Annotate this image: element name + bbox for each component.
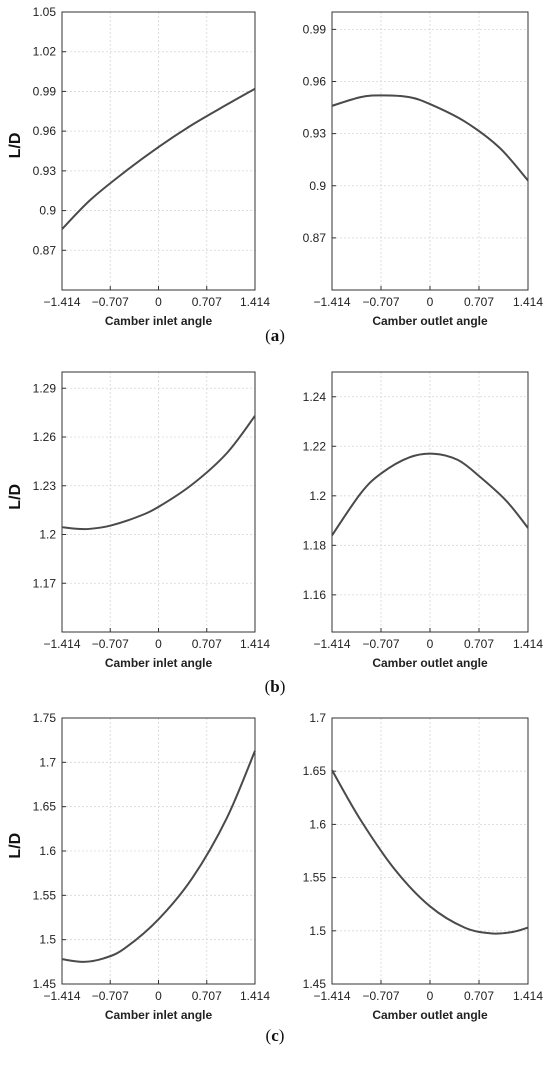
y-tick-label: 1.05 (33, 5, 57, 19)
chart-a-inlet: −1.414 −0.707 0 0.707 1.414 0.87 0.9 0.93 0.96 0.… (7, 5, 270, 328)
series-line (331, 452, 529, 536)
plot-frame (331, 717, 529, 985)
y-tick-label: 0.87 (33, 243, 57, 257)
x-tick-label: 0 (155, 295, 162, 309)
plot-frame (61, 371, 256, 633)
y-tick-label: 1.24 (303, 390, 327, 404)
x-tick-label: −1.414 (313, 295, 350, 309)
x-tick-label: 0 (427, 989, 434, 1003)
x-tick-label: −1.414 (43, 295, 80, 309)
y-tick-label: 1.23 (33, 479, 57, 493)
y-tick-label: 0.9 (39, 204, 56, 218)
y-tick-label: 1.7 (39, 755, 56, 769)
x-tick-label: −1.414 (43, 637, 80, 651)
x-axis-label: Camber inlet angle (105, 656, 213, 670)
x-tick-label: 1.414 (513, 295, 543, 309)
plot-frame (61, 717, 256, 985)
chart-a-outlet: −1.414 −0.707 0 0.707 1.414 0.87 0.9 0.93 0.96 0.… (303, 11, 543, 328)
x-tick-label: −0.707 (92, 637, 129, 651)
x-tick-label: 0.707 (192, 295, 222, 309)
x-tick-label: −0.707 (362, 989, 399, 1003)
y-tick-label: 1.65 (33, 800, 57, 814)
y-tick-label: 1.55 (33, 888, 57, 902)
y-axis-label: L/D (7, 833, 24, 859)
y-axis-label: L/D (7, 484, 24, 510)
y-tick-label: 1.45 (33, 977, 57, 991)
y-tick-label: 0.9 (309, 179, 326, 193)
y-axis-label: L/D (7, 133, 24, 159)
x-tick-label: −1.414 (313, 637, 350, 651)
chart-c-outlet: −1.414 −0.707 0 0.707 1.414 1.45 1.5 1.55 1.6 1.6… (303, 711, 544, 1022)
y-tick-label: 1.45 (303, 977, 327, 991)
x-tick-label: −0.707 (92, 989, 129, 1003)
x-tick-label: 1.414 (240, 989, 270, 1003)
x-tick-label: −1.414 (313, 989, 350, 1003)
chart-c-inlet: −1.414 −0.707 0 0.707 1.414 1.45 1.5 1.55 1.6 1.6… (7, 711, 270, 1022)
y-tick-label: 0.96 (303, 75, 327, 89)
x-axis-label: Camber outlet angle (372, 1008, 488, 1022)
x-tick-label: 0 (155, 989, 162, 1003)
x-tick-label: 0 (427, 637, 434, 651)
series-line (331, 94, 529, 182)
y-tick-label: 1.5 (39, 933, 56, 947)
y-tick-label: 1.2 (309, 489, 326, 503)
x-axis-label: Camber inlet angle (105, 314, 213, 328)
y-tick-label: 0.93 (303, 127, 327, 141)
y-tick-label: 1.18 (303, 538, 327, 552)
panel-label-c: (c) (266, 1026, 285, 1045)
x-tick-label: −0.707 (362, 637, 399, 651)
y-tick-label: 1.5 (309, 924, 326, 938)
y-tick-label: 1.6 (39, 844, 56, 858)
y-tick-label: 0.96 (33, 124, 57, 138)
y-tick-label: 1.29 (33, 381, 57, 395)
x-tick-label: 0.707 (464, 295, 494, 309)
x-tick-label: 1.414 (513, 989, 543, 1003)
series-line (61, 87, 256, 230)
y-tick-label: 1.16 (303, 588, 327, 602)
plot-frame (331, 371, 529, 633)
x-tick-label: 0 (427, 295, 434, 309)
panel-label-a: (a) (265, 326, 285, 345)
x-tick-label: 0.707 (464, 637, 494, 651)
y-tick-label: 1.7 (309, 711, 326, 725)
x-axis-label: Camber inlet angle (105, 1008, 213, 1022)
y-tick-label: 1.26 (33, 430, 57, 444)
y-tick-label: 0.99 (33, 84, 57, 98)
plot-frame (61, 11, 256, 291)
x-tick-label: 0 (155, 637, 162, 651)
chart-b-inlet: −1.414 −0.707 0 0.707 1.414 1.17 1.2 1.23 1.26 1.… (7, 371, 270, 670)
x-tick-label: 0.707 (192, 989, 222, 1003)
chart-b-outlet: −1.414 −0.707 0 0.707 1.414 1.16 1.18 1.2 1.22 1.… (303, 371, 543, 670)
y-tick-label: 1.17 (33, 576, 57, 590)
x-tick-label: 0.707 (464, 989, 494, 1003)
y-tick-label: 1.75 (33, 711, 57, 725)
series-line (61, 750, 256, 963)
y-tick-label: 0.93 (33, 164, 57, 178)
x-tick-label: 1.414 (513, 637, 543, 651)
y-tick-label: 0.99 (303, 22, 327, 36)
y-tick-label: 0.87 (303, 231, 327, 245)
x-tick-label: 0.707 (192, 637, 222, 651)
x-tick-label: 1.414 (240, 295, 270, 309)
y-tick-label: 1.55 (303, 871, 327, 885)
series-line (61, 415, 256, 531)
panel-label-b: (b) (265, 677, 286, 696)
x-axis-label: Camber outlet angle (372, 314, 488, 328)
y-tick-label: 1.22 (303, 439, 327, 453)
series-line (331, 769, 529, 935)
x-tick-label: −1.414 (43, 989, 80, 1003)
y-tick-label: 1.2 (39, 528, 56, 542)
plot-frame (331, 11, 529, 291)
x-tick-label: −0.707 (362, 295, 399, 309)
y-tick-label: 1.6 (309, 817, 326, 831)
x-tick-label: 1.414 (240, 637, 270, 651)
x-tick-label: −0.707 (92, 295, 129, 309)
y-tick-label: 1.02 (33, 45, 57, 59)
y-tick-label: 1.65 (303, 764, 327, 778)
x-axis-label: Camber outlet angle (372, 656, 488, 670)
